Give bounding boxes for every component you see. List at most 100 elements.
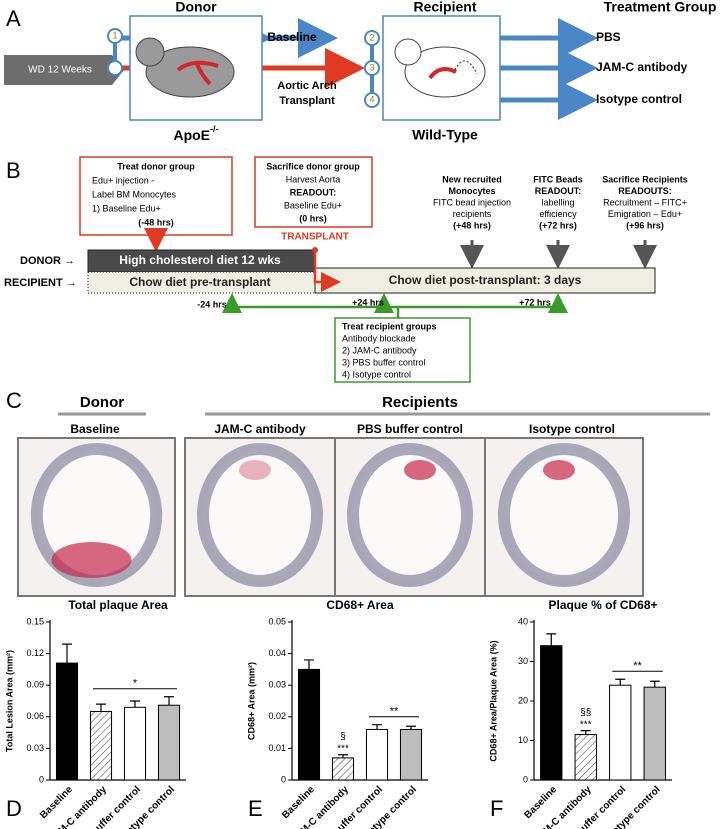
plaque — [51, 542, 132, 578]
time-label: -24 hrs — [197, 299, 227, 309]
error-bar — [372, 724, 382, 730]
step-number: 3 — [369, 62, 374, 72]
bar — [540, 645, 563, 781]
box-text: Recruitment – FITC+ — [603, 197, 687, 207]
bar — [157, 704, 181, 781]
box-text: Treat recipient groups — [342, 321, 437, 331]
row-label: RECIPIENT → — [4, 277, 77, 289]
error-bar — [546, 633, 557, 646]
post-diet-bar — [314, 267, 656, 294]
panel-label: E — [248, 796, 263, 821]
significance: *** — [337, 743, 349, 754]
vessel-wall — [347, 443, 473, 587]
y-tick-label: 0.03 — [26, 743, 44, 753]
image-label: PBS buffer control — [357, 422, 463, 436]
y-tick-label: 0.05 — [268, 616, 286, 626]
group-title: Recipients — [382, 394, 458, 411]
box-text: Antibody blockade — [342, 333, 416, 343]
bar — [297, 668, 321, 781]
error-bar — [338, 754, 348, 758]
transplant-label: Transplant — [279, 95, 335, 107]
error-bar — [406, 725, 416, 730]
error-bar — [304, 659, 314, 670]
box-text: (+48 hrs) — [453, 220, 491, 230]
significance: ** — [390, 706, 399, 718]
panel-label: A — [6, 6, 21, 31]
image-label: JAM-C antibody — [214, 422, 306, 436]
y-tick-label: 0 — [523, 774, 528, 784]
diet-label: Chow diet post-transplant: 3 days — [389, 273, 582, 287]
y-axis-label: CD68+ Area/Plaque Area (%) — [488, 640, 498, 761]
bar — [123, 706, 147, 781]
panel-label: B — [6, 158, 21, 183]
significance: §§ — [580, 707, 591, 718]
significance: *** — [580, 719, 592, 730]
y-axis-label: Total Lesion Area (mm²) — [4, 650, 14, 752]
box-text: Sacrifice Recipients — [602, 174, 688, 184]
time-label: +24 hrs — [352, 297, 384, 307]
plaque — [543, 460, 575, 480]
error-bar — [649, 680, 660, 688]
y-axis-label: CD68+ Area (mm²) — [246, 662, 256, 740]
box-text: New recruited — [442, 174, 502, 184]
box-text: Monocytes — [448, 186, 495, 196]
box-text: Edu+ injection - — [92, 175, 154, 185]
group-title: Donor — [80, 394, 124, 411]
transplant-label: Aortic Arch — [277, 80, 337, 92]
recipient-strain: Wild-Type — [412, 127, 478, 143]
box-text: 2) JAM-C antibody — [342, 345, 417, 355]
box-text: recipients — [453, 209, 492, 219]
bar — [643, 686, 666, 781]
sacrifice-box — [254, 156, 373, 228]
bar — [55, 662, 79, 781]
significance: § — [340, 731, 346, 742]
group-label: JAM-C antibody — [596, 60, 688, 74]
error-bar — [96, 703, 106, 712]
step-number: 1 — [112, 30, 117, 40]
box-text: (0 hrs) — [299, 213, 327, 223]
y-tick-label: 0.09 — [26, 680, 44, 690]
box-text: 4) Isotype control — [342, 369, 411, 379]
box-text: (+72 hrs) — [539, 220, 577, 230]
box-text: (-48 hrs) — [138, 217, 174, 227]
diet-arrow — [4, 55, 124, 85]
y-tick-label: 0 — [281, 774, 286, 784]
error-bar — [580, 730, 591, 735]
strain: ApoE — [173, 127, 210, 143]
bar — [399, 728, 423, 781]
box-text: Baseline Edu+ — [284, 200, 342, 210]
bar — [574, 734, 597, 781]
box-text: Label BM Monocytes — [92, 189, 177, 199]
group-label: Isotype control — [596, 92, 682, 106]
box-text: efficiency — [539, 209, 577, 219]
significance: * — [133, 678, 138, 690]
baseline-label: Baseline — [267, 30, 317, 44]
y-tick-label: 0.06 — [26, 711, 44, 721]
box-text: Emigration – Edu+ — [608, 209, 682, 219]
panel-label: D — [6, 796, 22, 821]
bar — [365, 728, 389, 781]
y-tick-label: 0.04 — [268, 648, 286, 658]
y-tick-label: 0.03 — [268, 680, 286, 690]
box-text: labelling — [541, 197, 574, 207]
treatment-title: Treatment Group — [604, 0, 717, 15]
donor-strain: ApoE-/- — [173, 124, 218, 142]
error-bar — [615, 678, 626, 686]
panel-label: C — [6, 388, 22, 413]
recipient-treat-box — [334, 317, 471, 383]
image-label: Baseline — [70, 422, 120, 436]
chart-title: Plaque % of CD68+ — [548, 598, 657, 612]
vessel-wall — [197, 443, 323, 587]
transplant-label: TRANSPLANT — [281, 232, 349, 243]
plaque — [404, 460, 436, 480]
y-tick-label: 0.01 — [268, 743, 286, 753]
error-bar — [130, 700, 140, 708]
box-text: Harvest Aorta — [286, 174, 341, 184]
y-tick-label: 0.02 — [268, 711, 286, 721]
plaque — [239, 460, 271, 480]
y-tick-label: 40 — [518, 616, 528, 626]
box-text: 1) Baseline Edu+ — [92, 203, 161, 213]
y-tick-label: 30 — [518, 656, 528, 666]
box-text: Sacrifice donor group — [266, 161, 360, 171]
